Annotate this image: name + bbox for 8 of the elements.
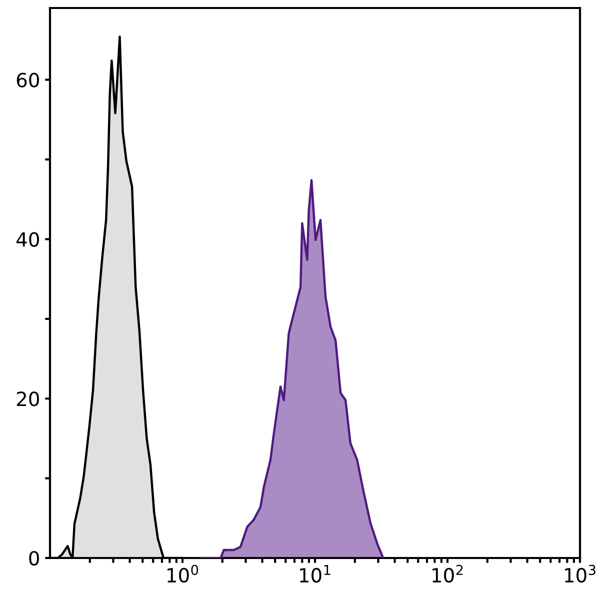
x-tick-label: 10$^{2}$: [432, 564, 463, 583]
x-tick-label: 10$^{3}$: [565, 564, 596, 583]
x-tick-label: 10$^{0}$: [168, 564, 198, 583]
y-tick-label: 20: [16, 392, 39, 406]
y-tick-label: 40: [16, 232, 39, 247]
x-tick-label: 10$^{1}$: [300, 564, 330, 583]
y-tick-label: 0: [29, 550, 39, 566]
y-tick-label: 60: [16, 72, 39, 88]
